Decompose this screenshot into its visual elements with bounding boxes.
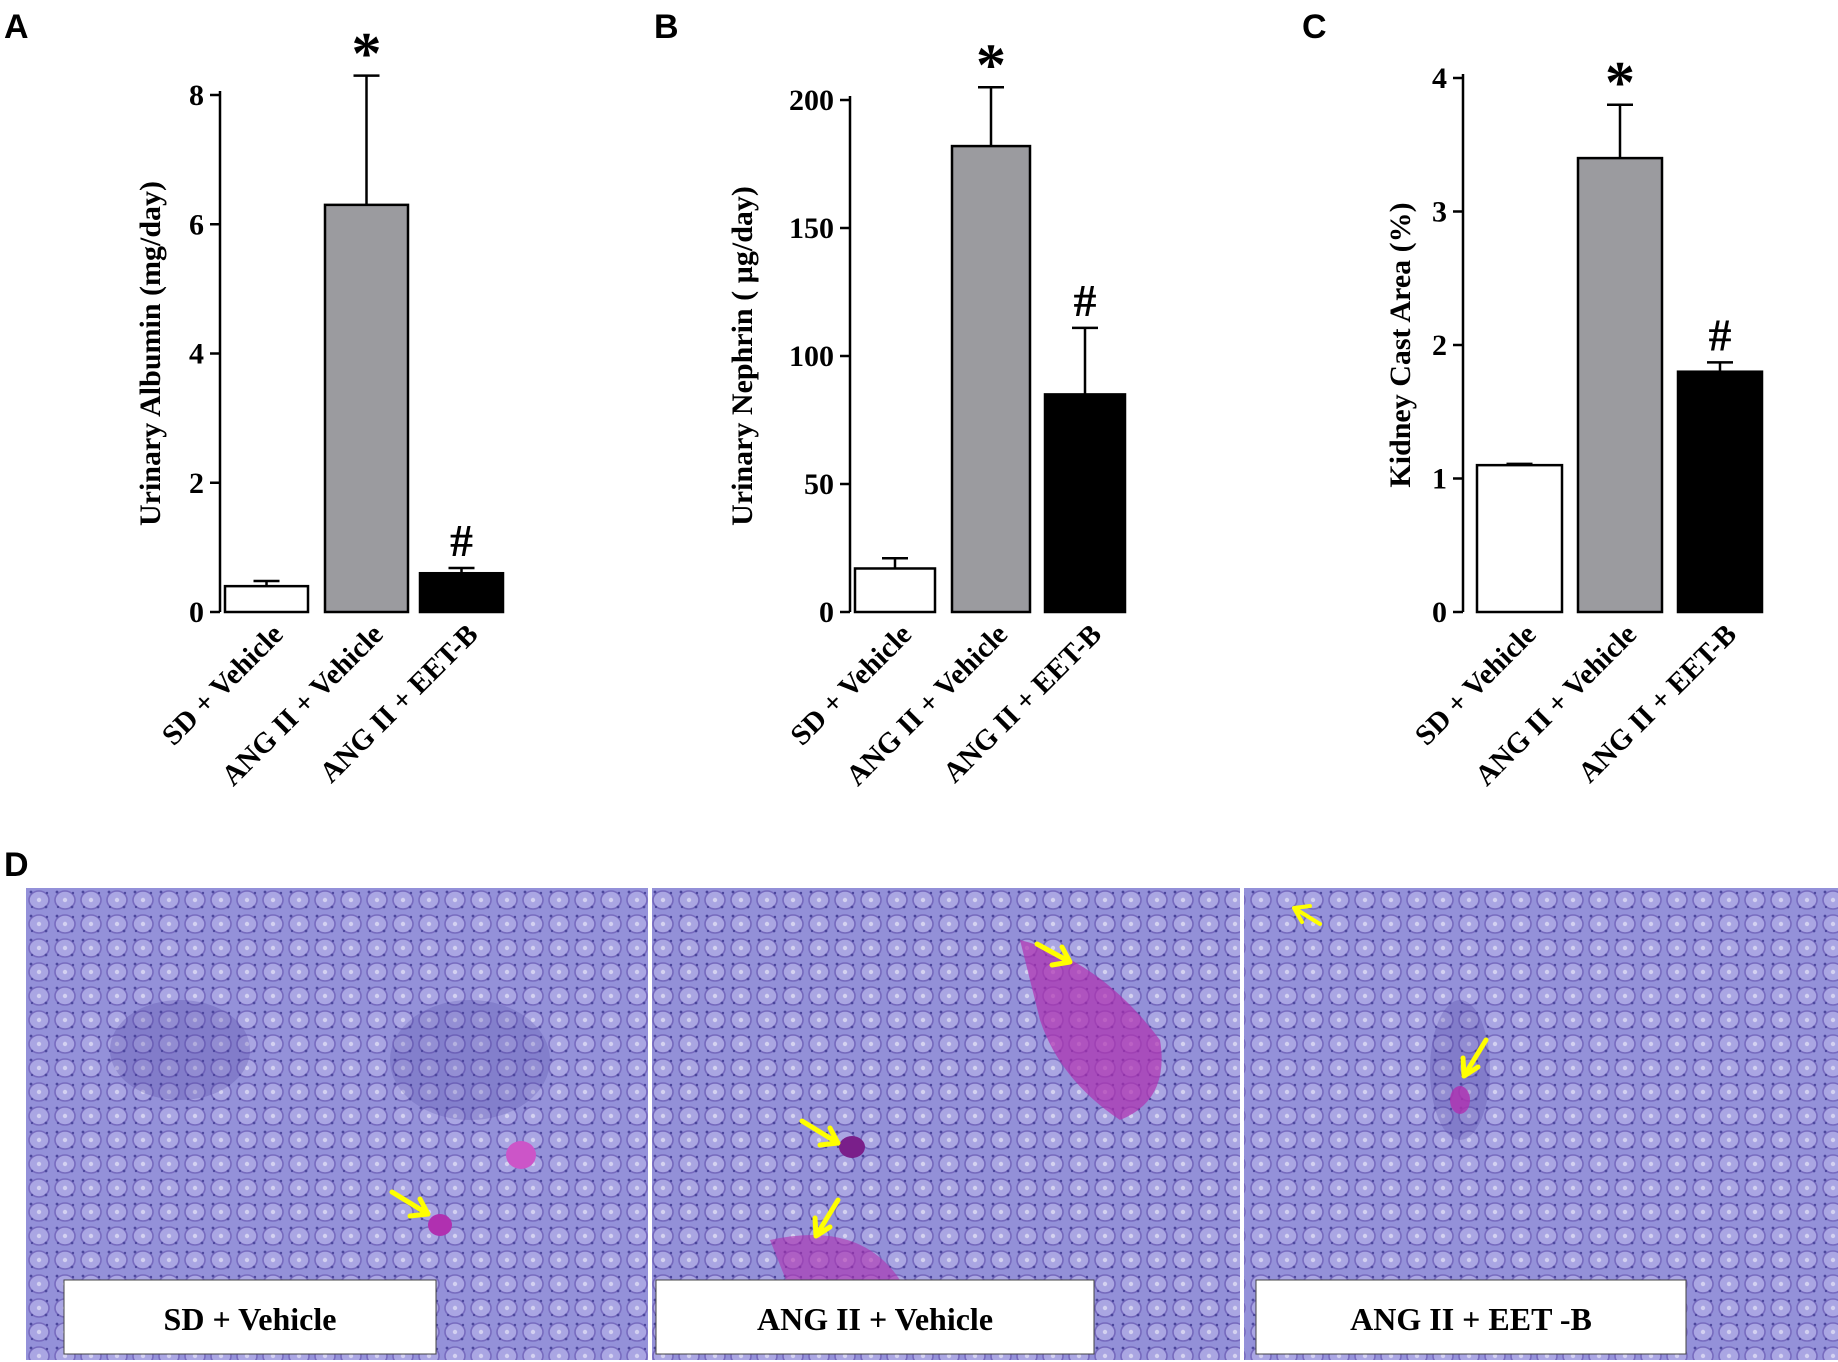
y-tick-label: 8 <box>189 79 204 112</box>
caption-ang-ii-eet-b: ANG II + EET -B <box>1350 1301 1592 1337</box>
y-tick-label: 4 <box>189 338 204 371</box>
yellow-arrow-icon <box>1292 904 1322 926</box>
caption-sd-vehicle: SD + Vehicle <box>164 1301 337 1337</box>
yellow-arrow-icon <box>1034 941 1073 968</box>
y-tick-label: 150 <box>789 212 834 245</box>
significance-marker: * <box>1605 50 1635 116</box>
x-category-label: ANG II + EET-B <box>314 618 485 789</box>
caption-ang-ii-vehicle: ANG II + Vehicle <box>757 1301 993 1337</box>
panel-label-d: D <box>4 846 29 884</box>
yellow-arrow-icon <box>389 1189 431 1219</box>
panel-label: C <box>1302 8 1327 46</box>
significance-marker: # <box>1074 275 1097 326</box>
bar <box>950 144 1032 614</box>
y-tick-label: 0 <box>189 596 204 629</box>
yellow-arrow-icon <box>799 1118 841 1148</box>
caption-box-ang-ii-eet-b: ANG II + EET -B <box>1255 1279 1687 1355</box>
y-tick-label: 200 <box>789 84 834 117</box>
yellow-arrow-icon <box>1460 1037 1489 1079</box>
significance-marker: * <box>352 21 382 87</box>
y-axis-label: Urinary Nephrin ( µg/day) <box>726 186 759 526</box>
y-axis-label: Urinary Albumin (mg/day) <box>134 181 167 526</box>
panel-label: A <box>4 8 29 46</box>
bar <box>418 571 505 614</box>
y-tick-label: 1 <box>1432 463 1447 496</box>
bar <box>223 584 310 614</box>
significance-marker: # <box>1709 309 1732 360</box>
bar <box>853 567 937 614</box>
bar <box>1576 156 1664 614</box>
y-tick-label: 0 <box>1432 596 1447 629</box>
yellow-arrow-icon <box>812 1197 841 1239</box>
significance-marker: * <box>976 32 1006 98</box>
y-tick-label: 6 <box>189 208 204 241</box>
micrograph-sd-vehicle <box>26 888 648 1360</box>
y-tick-label: 3 <box>1432 196 1447 229</box>
x-category-label: ANG II + EET-B <box>937 618 1108 789</box>
y-tick-label: 100 <box>789 340 834 373</box>
y-tick-label: 2 <box>189 467 204 500</box>
bar <box>1676 370 1764 614</box>
panel-label: B <box>654 8 679 46</box>
caption-box-ang-ii-vehicle: ANG II + Vehicle <box>655 1279 1095 1355</box>
y-tick-label: 0 <box>819 596 834 629</box>
significance-marker: # <box>450 515 473 566</box>
bar <box>323 203 410 614</box>
y-axis-label: Kidney Cast Area (%) <box>1384 202 1417 487</box>
y-tick-label: 2 <box>1432 329 1447 362</box>
bar <box>1043 393 1127 614</box>
y-tick-label: 4 <box>1432 62 1447 95</box>
caption-box-sd-vehicle: SD + Vehicle <box>63 1279 437 1355</box>
y-tick-label: 50 <box>804 468 834 501</box>
x-category-label: ANG II + Vehicle <box>840 618 1014 792</box>
bar <box>1475 463 1564 614</box>
